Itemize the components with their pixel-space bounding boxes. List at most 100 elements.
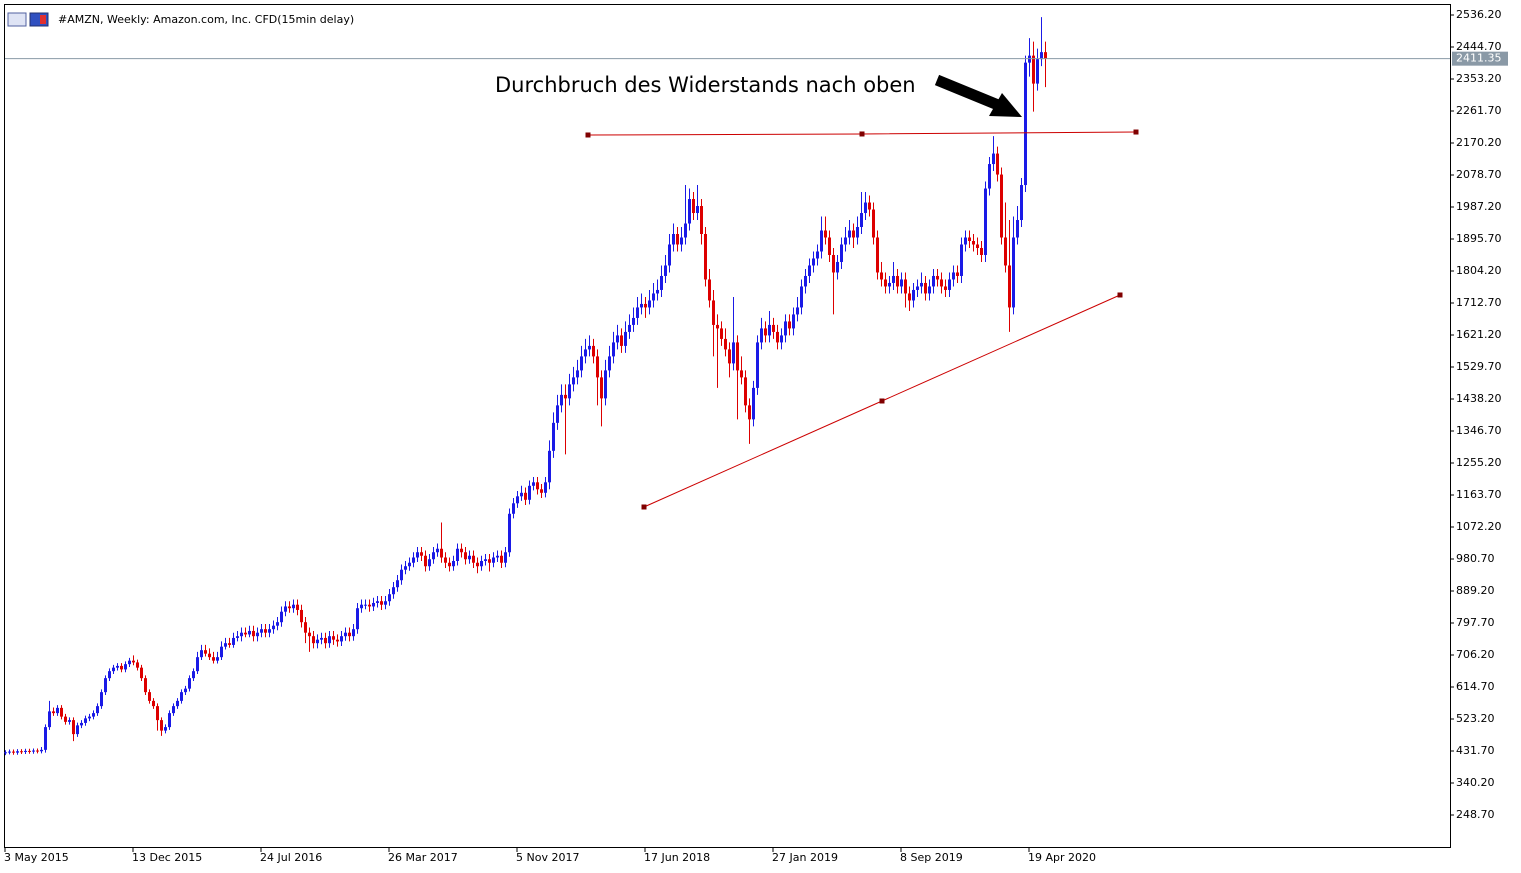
candle-body (396, 580, 399, 588)
y-tick-label: 2078.70 (1456, 168, 1502, 181)
x-tick-label: 26 Mar 2017 (388, 851, 458, 864)
candle-body (400, 569, 403, 581)
candle-body (304, 622, 307, 633)
annotation-arrow (934, 74, 1022, 117)
x-tick-label: 5 Nov 2017 (516, 851, 579, 864)
candle-body (492, 557, 495, 563)
candle-body (360, 604, 363, 609)
candle-body (56, 707, 59, 714)
candle-body (80, 722, 83, 726)
trendline-anchor (585, 132, 591, 138)
candle-body (684, 223, 687, 238)
candle-body (576, 370, 579, 378)
candle-body (748, 405, 751, 420)
candle-body (664, 265, 667, 276)
y-tick-label: 1163.70 (1456, 488, 1502, 501)
candle-body (864, 202, 867, 214)
candle-body (1016, 220, 1019, 238)
candle-body (944, 286, 947, 290)
trendline-anchor (1133, 129, 1139, 135)
candle-body (336, 639, 339, 642)
candle-body (624, 331, 627, 346)
candle-body (1008, 265, 1011, 308)
price-label-box (1452, 51, 1508, 66)
y-tick-label: 523.20 (1456, 712, 1495, 725)
candle-body (252, 630, 255, 637)
candle-body (620, 335, 623, 346)
candle-body (920, 282, 923, 287)
candle-body (428, 559, 431, 567)
candle-body (976, 244, 979, 248)
candle-body (964, 237, 967, 245)
candle-body (840, 244, 843, 262)
y-tick-label: 1895.70 (1456, 232, 1502, 245)
candle-body (92, 713, 95, 717)
y-tick-label: 1529.70 (1456, 360, 1502, 373)
candle-body (192, 671, 195, 679)
candle-body (368, 604, 371, 607)
candle-body (980, 247, 983, 255)
candle-body (40, 749, 43, 752)
candle-body (544, 482, 547, 493)
candle-body (836, 261, 839, 273)
candle-body (136, 662, 139, 668)
candle-body (548, 450, 551, 483)
candle-body (404, 566, 407, 570)
candles (4, 17, 1047, 756)
candle-body (712, 300, 715, 325)
candle-body (764, 328, 767, 336)
candle-body (896, 275, 899, 287)
trendline-anchor (879, 398, 885, 404)
candle-body (424, 555, 427, 567)
candle-body (656, 289, 659, 294)
candle-body (232, 637, 235, 645)
candle-body (204, 650, 207, 654)
candle-body (512, 503, 515, 514)
candle-body (356, 608, 359, 630)
candle-body (36, 750, 39, 752)
candle-body (60, 707, 63, 717)
candle-body (804, 275, 807, 287)
candle-body (940, 279, 943, 287)
candle-body (272, 625, 275, 630)
candle-body (792, 314, 795, 329)
candle-body (640, 303, 643, 308)
y-tick-label: 2444.70 (1456, 40, 1502, 53)
candle-body (464, 552, 467, 560)
candle-body (144, 678, 147, 693)
candle-body (120, 665, 123, 670)
candle-body (720, 328, 723, 339)
y-tick-label: 248.70 (1456, 808, 1495, 821)
candle-body (960, 244, 963, 276)
y-tick-label: 1255.20 (1456, 456, 1502, 469)
candle-body (256, 632, 259, 637)
candle-body (612, 342, 615, 357)
candle-body (268, 629, 271, 633)
candle-body (496, 555, 499, 558)
candle-body (564, 394, 567, 399)
candle-body (604, 370, 607, 399)
candle-body (784, 321, 787, 336)
candle-body (244, 632, 247, 635)
candle-body (140, 667, 143, 679)
candle-body (200, 650, 203, 658)
candle-body (1004, 237, 1007, 266)
candle-body (704, 234, 707, 280)
candle-body (1024, 62, 1027, 186)
candle-body (776, 331, 779, 343)
candle-body (164, 727, 167, 731)
candle-body (716, 324, 719, 329)
candle-body (516, 496, 519, 504)
y-tick-label: 2261.70 (1456, 104, 1502, 117)
candle-body (132, 660, 135, 663)
candle-body (220, 646, 223, 658)
candle-body (264, 629, 267, 633)
candle-body (1040, 52, 1043, 60)
y-tick-label: 1987.20 (1456, 200, 1502, 213)
candle-body (108, 671, 111, 679)
candle-body (1012, 237, 1015, 308)
candle-body (184, 688, 187, 693)
candle-body (740, 370, 743, 378)
